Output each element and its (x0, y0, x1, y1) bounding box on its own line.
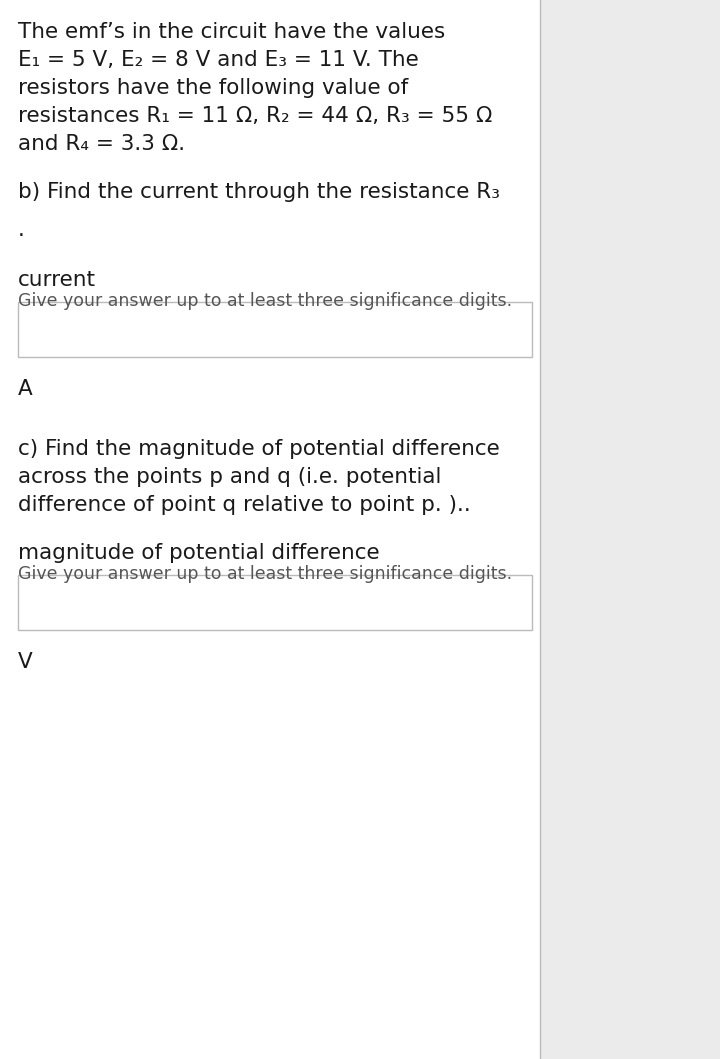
Text: Give your answer up to at least three significance digits.: Give your answer up to at least three si… (18, 566, 512, 584)
FancyBboxPatch shape (18, 575, 532, 630)
Text: resistances R₁ = 11 Ω, R₂ = 44 Ω, R₃ = 55 Ω: resistances R₁ = 11 Ω, R₂ = 44 Ω, R₃ = 5… (18, 106, 492, 126)
Text: .: . (18, 220, 25, 240)
Text: The emf’s in the circuit have the values: The emf’s in the circuit have the values (18, 22, 445, 42)
Bar (540, 0, 720, 1059)
Text: current: current (18, 270, 96, 290)
Text: difference of point q relative to point p. )..: difference of point q relative to point … (18, 495, 471, 515)
Text: A: A (18, 379, 32, 399)
Text: magnitude of potential difference: magnitude of potential difference (18, 543, 379, 563)
Text: E₁ = 5 V, E₂ = 8 V and E₃ = 11 V. The: E₁ = 5 V, E₂ = 8 V and E₃ = 11 V. The (18, 50, 419, 70)
Text: and R₄ = 3.3 Ω.: and R₄ = 3.3 Ω. (18, 134, 185, 154)
Text: c) Find the magnitude of potential difference: c) Find the magnitude of potential diffe… (18, 439, 500, 459)
FancyBboxPatch shape (18, 302, 532, 357)
Text: Give your answer up to at least three significance digits.: Give your answer up to at least three si… (18, 292, 512, 310)
Text: resistors have the following value of: resistors have the following value of (18, 78, 408, 98)
Text: b) Find the current through the resistance R₃: b) Find the current through the resistan… (18, 182, 500, 202)
Bar (0, 0, 540, 1059)
Text: V: V (18, 652, 32, 672)
Text: across the points p and q (i.e. potential: across the points p and q (i.e. potentia… (18, 467, 441, 487)
